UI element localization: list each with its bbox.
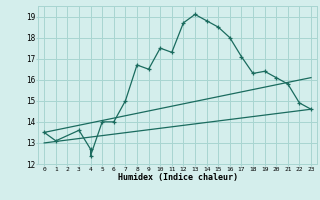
X-axis label: Humidex (Indice chaleur): Humidex (Indice chaleur) [118, 173, 238, 182]
